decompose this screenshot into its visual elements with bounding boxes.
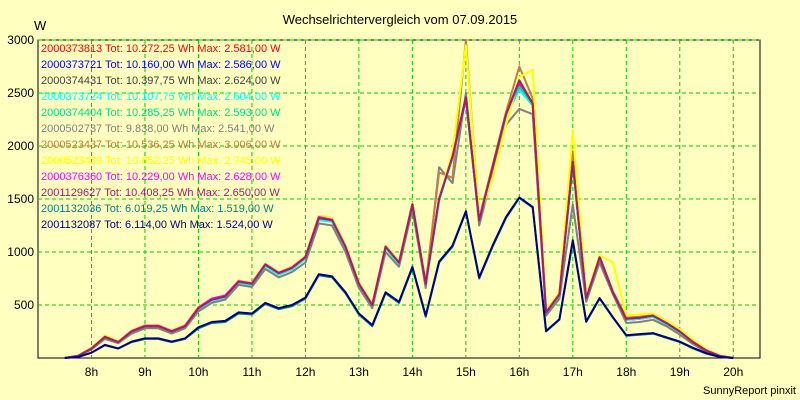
legend-entry: 2000373724 Tot: 10.107,75 Wh Max: 2.604,… (41, 91, 281, 103)
legend-entry: 2000523439 Tot: 10.652,25 Wh Max: 2.745,… (41, 155, 281, 167)
legend-entry: 2001132087 Tot: 6.114,00 Wh Max: 1.524,0… (41, 219, 273, 231)
x-tick-label: 8h (85, 365, 98, 379)
x-axis-ticks: 8h 9h 10h 11h 12h 13h 14h 15h 16h 17h 18h 19h 20h (85, 365, 743, 379)
legend-entry: 2000374431 Tot: 10.397,75 Wh Max: 2.624,… (41, 75, 281, 87)
y-tick-label: 1500 (7, 192, 34, 206)
y-tick-label: 2500 (7, 86, 34, 100)
x-tick-label: 9h (138, 365, 151, 379)
legend-entry: 2000374404 Tot: 10.285,25 Wh Max: 2.593,… (41, 107, 281, 119)
legend-entry: 2000376360 Tot: 10.229,00 Wh Max: 2.628,… (41, 171, 281, 183)
x-tick-label: 15h (456, 365, 476, 379)
y-axis-label: W (34, 18, 47, 33)
legend-entry: 2001132036 Tot: 6.019,25 Wh Max: 1.519,0… (41, 203, 274, 215)
x-tick-label: 11h (242, 365, 261, 379)
x-tick-label: 13h (349, 365, 369, 379)
y-tick-label: 1000 (7, 245, 34, 259)
series-line (64, 196, 734, 359)
x-tick-label: 19h (670, 365, 690, 379)
legend-entry: 2000523437 Tot: 10.536,25 Wh Max: 3.006,… (41, 139, 281, 151)
legend-entry: 2001129627 Tot: 10.408,25 Wh Max: 2.650,… (41, 187, 280, 199)
footer-credit: SunnyReport pinxit (703, 385, 796, 397)
y-tick-label: 3000 (7, 33, 34, 47)
grid-lines (38, 39, 760, 358)
y-axis-ticks: 500 1000 1500 2000 2500 3000 (7, 33, 34, 312)
x-tick-label: 20h (723, 365, 743, 379)
legend: 2000373813 Tot: 10.272,25 Wh Max: 2.581,… (41, 43, 281, 231)
x-tick-label: 16h (509, 365, 529, 379)
series-line (64, 92, 734, 359)
y-tick-label: 500 (14, 298, 34, 312)
x-tick-label: 12h (295, 365, 315, 379)
y-tick-label: 2000 (7, 139, 34, 153)
series-lines (64, 39, 734, 359)
x-tick-label: 17h (563, 365, 583, 379)
x-tick-label: 18h (616, 365, 636, 379)
chart-title: Wechselrichtervergleich vom 07.09.2015 (283, 12, 518, 27)
legend-entry: 2000373721 Tot: 10.160,00 Wh Max: 2.586,… (41, 59, 281, 71)
x-tick-label: 14h (402, 365, 422, 379)
legend-entry: 2000373813 Tot: 10.272,25 Wh Max: 2.581,… (41, 43, 281, 55)
series-line (64, 79, 734, 359)
legend-entry: 2000502737 Tot: 9.838,00 Wh Max: 2.541,0… (41, 123, 275, 135)
x-tick-label: 10h (188, 365, 208, 379)
